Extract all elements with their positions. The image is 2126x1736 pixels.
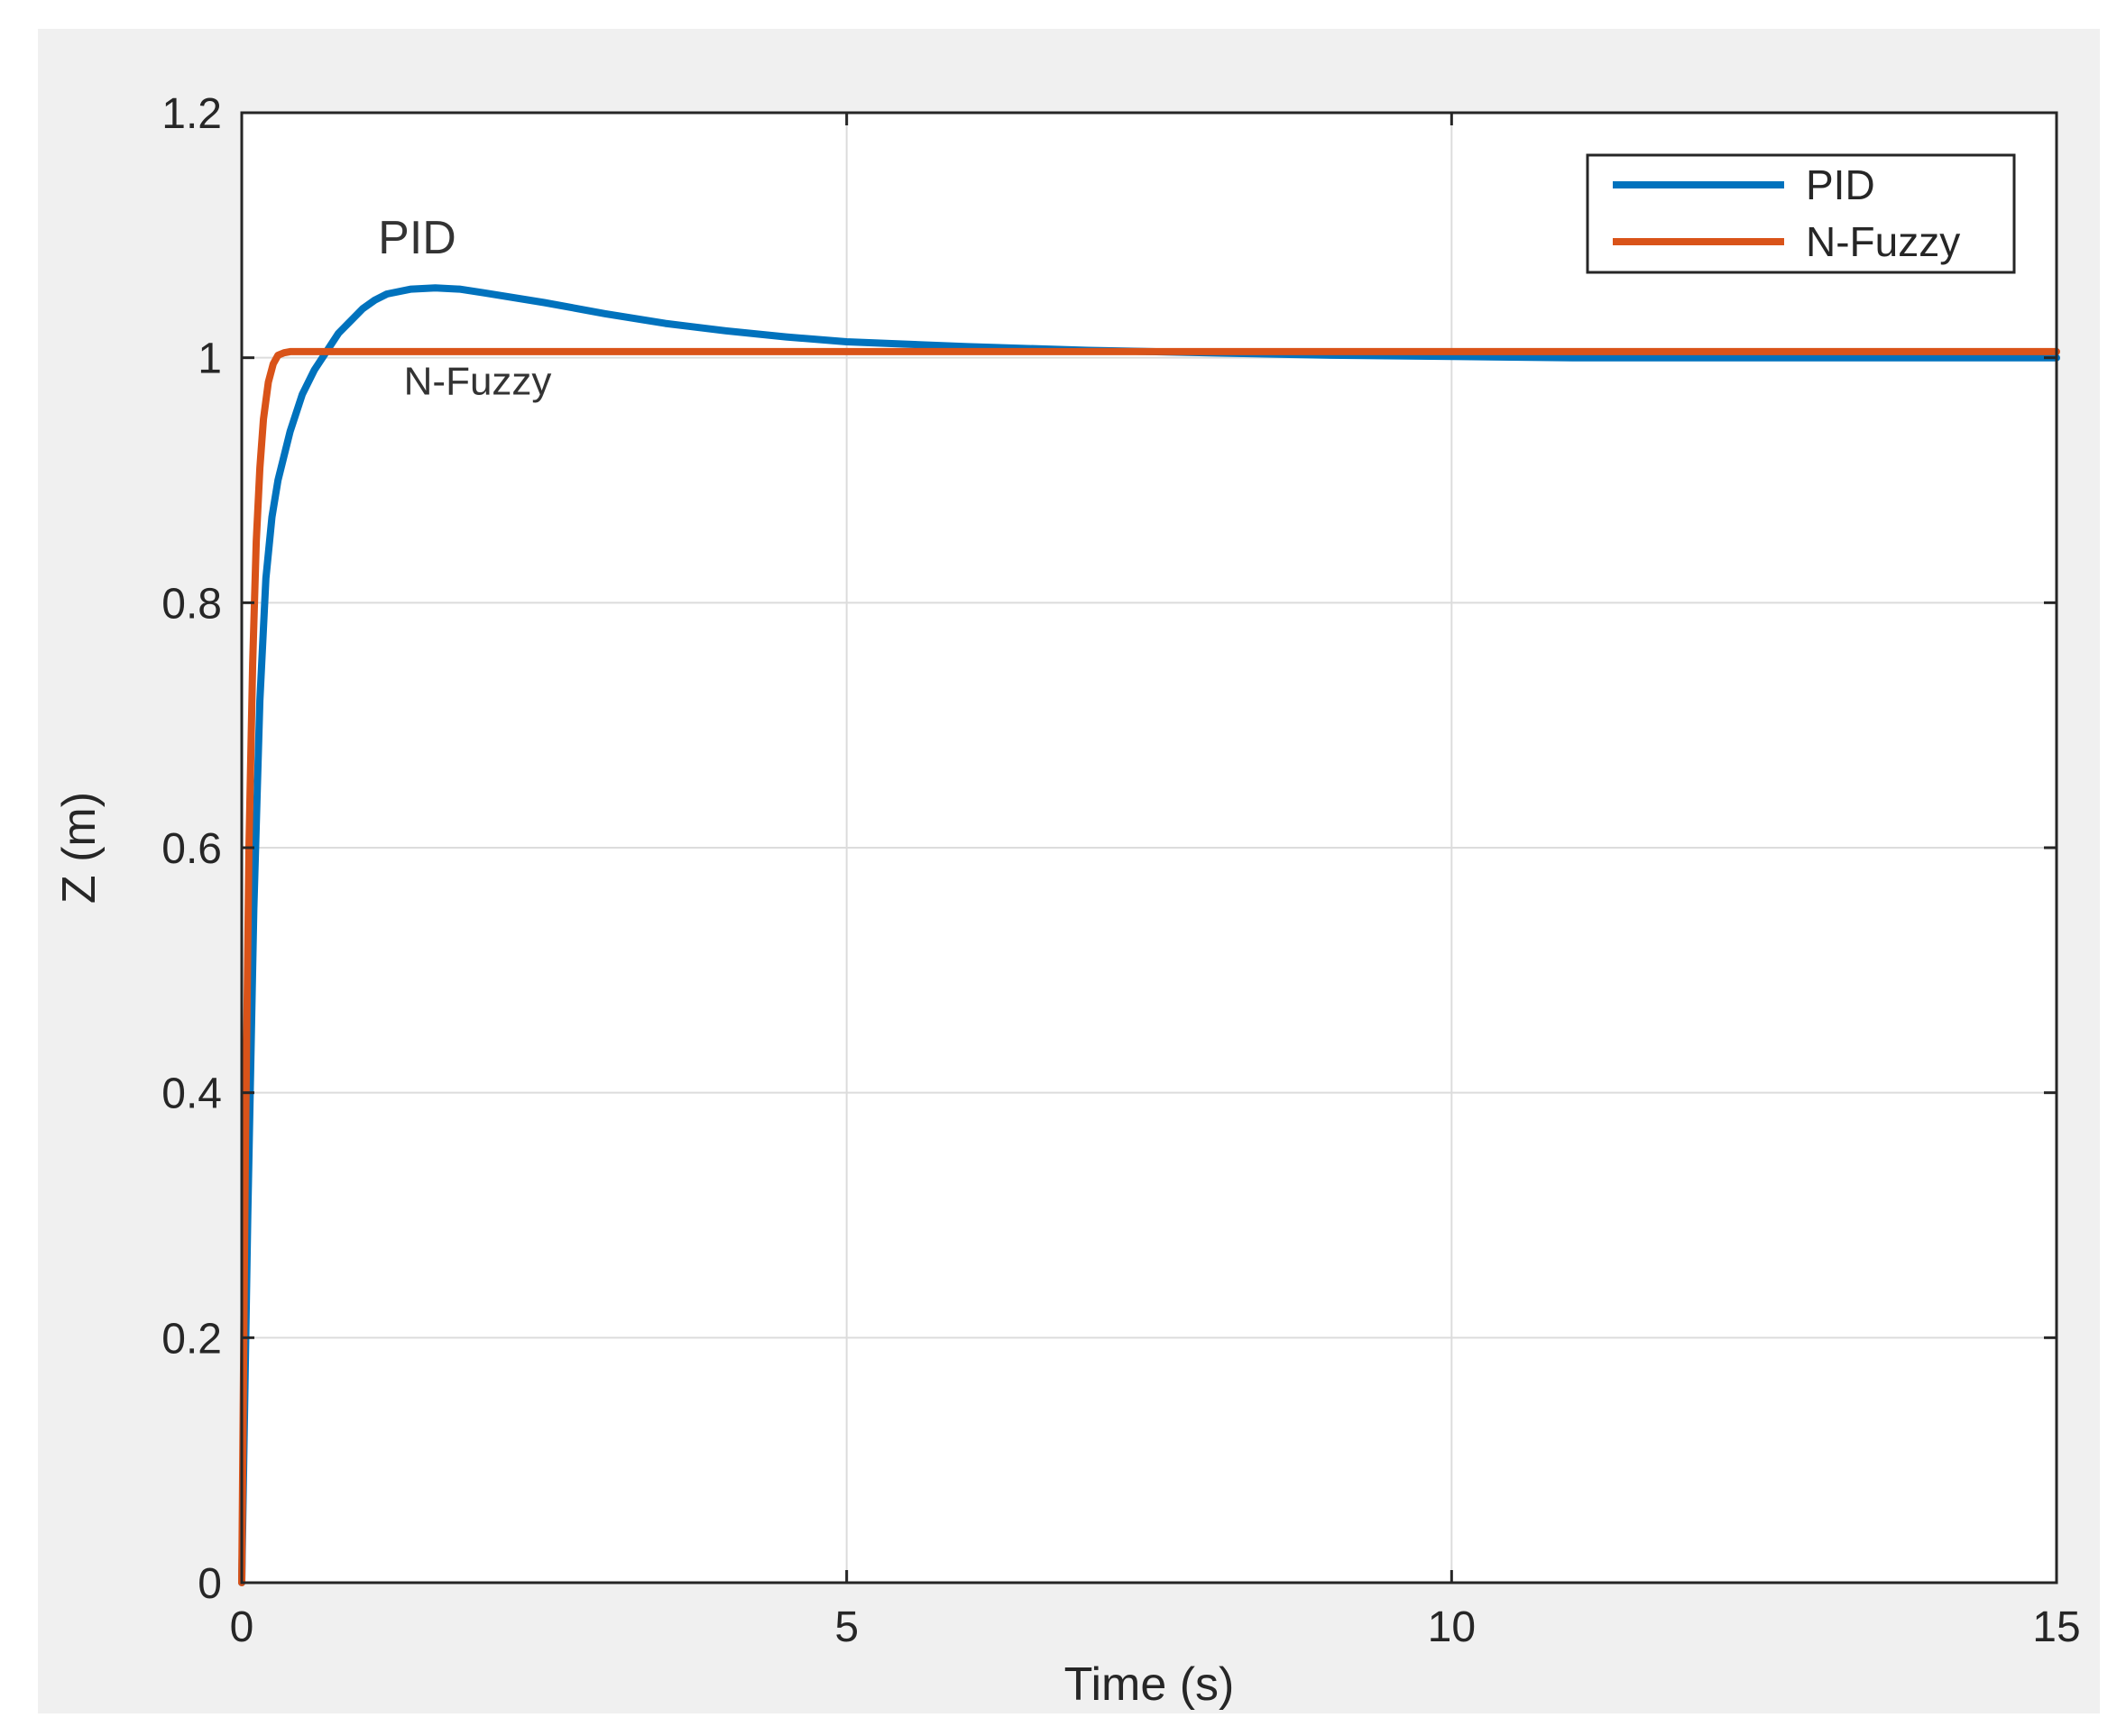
y-tick-label: 0: [198, 1560, 222, 1608]
series-line-pid: [238, 284, 2060, 1586]
legend: PID N-Fuzzy: [1586, 153, 2016, 274]
legend-box: [1586, 153, 2016, 274]
y-tick-label: 0.8: [161, 580, 222, 628]
x-tick-label: 5: [834, 1603, 859, 1651]
annotation-pid: PID: [378, 212, 456, 264]
y-axis-label: Z (m): [53, 792, 106, 904]
x-axis-label: Time (s): [1064, 1658, 1235, 1711]
legend-entry-pid: PID: [1806, 161, 1875, 208]
series-lines: [238, 284, 2060, 1586]
x-tick-label: 10: [1428, 1603, 1476, 1651]
series-line-n-fuzzy: [238, 347, 2060, 1586]
y-tick-label: 1.2: [161, 90, 222, 138]
axis-ticks: 0 5 10 15 0 0.2 0.4 0.6 0.8 1 1.2: [161, 90, 2080, 1651]
legend-entry-n-fuzzy: N-Fuzzy: [1806, 218, 1960, 265]
x-tick-label: 0: [230, 1603, 254, 1651]
x-tick-label: 15: [2032, 1603, 2080, 1651]
y-tick-label: 1: [198, 335, 222, 383]
annotations: PID N-Fuzzy: [378, 212, 551, 403]
y-tick-label: 0.6: [161, 825, 222, 873]
annotation-n-fuzzy: N-Fuzzy: [404, 359, 552, 403]
y-tick-label: 0.2: [161, 1315, 222, 1363]
y-tick-label: 0.4: [161, 1070, 222, 1118]
